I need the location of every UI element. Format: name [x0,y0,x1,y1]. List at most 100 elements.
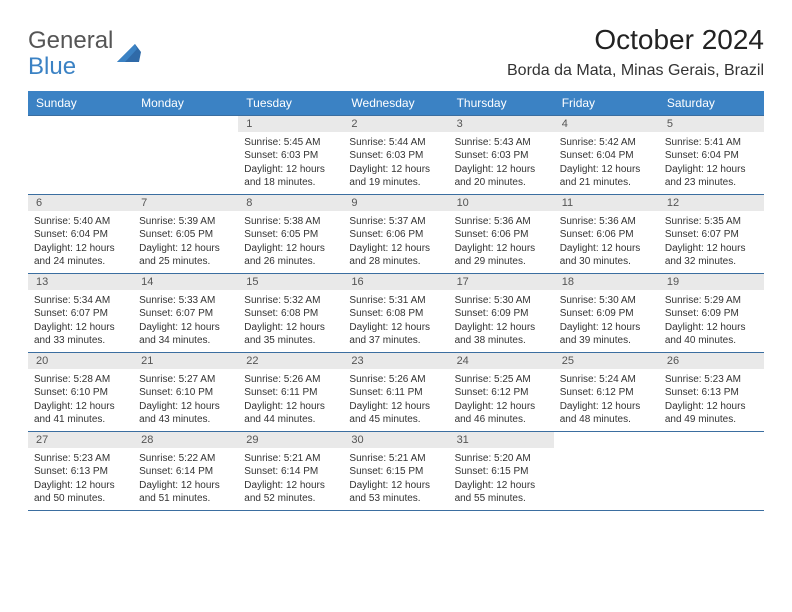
sunrise-text: Sunrise: 5:42 AM [560,136,653,150]
day-details: Sunrise: 5:34 AMSunset: 6:07 PMDaylight:… [28,292,133,352]
sunrise-text: Sunrise: 5:23 AM [665,373,758,387]
calendar-day: 21Sunrise: 5:27 AMSunset: 6:10 PMDayligh… [133,352,238,431]
day-details: Sunrise: 5:21 AMSunset: 6:14 PMDaylight:… [238,450,343,510]
sunrise-text: Sunrise: 5:25 AM [455,373,548,387]
calendar-day: 12Sunrise: 5:35 AMSunset: 6:07 PMDayligh… [659,194,764,273]
sunset-text: Sunset: 6:05 PM [244,228,337,242]
day-details: Sunrise: 5:33 AMSunset: 6:07 PMDaylight:… [133,292,238,352]
day-details: Sunrise: 5:21 AMSunset: 6:15 PMDaylight:… [343,450,448,510]
calendar-day: 3Sunrise: 5:43 AMSunset: 6:03 PMDaylight… [449,115,554,194]
day-number: 1 [238,116,343,132]
calendar-day: 4Sunrise: 5:42 AMSunset: 6:04 PMDaylight… [554,115,659,194]
sunrise-text: Sunrise: 5:31 AM [349,294,442,308]
day-details: Sunrise: 5:25 AMSunset: 6:12 PMDaylight:… [449,371,554,431]
daylight1-text: Daylight: 12 hours [244,479,337,493]
day-details: Sunrise: 5:20 AMSunset: 6:15 PMDaylight:… [449,450,554,510]
day-number: 18 [554,274,659,290]
calendar-day: 9Sunrise: 5:37 AMSunset: 6:06 PMDaylight… [343,194,448,273]
daylight1-text: Daylight: 12 hours [349,163,442,177]
sunrise-text: Sunrise: 5:36 AM [560,215,653,229]
day-details: Sunrise: 5:30 AMSunset: 6:09 PMDaylight:… [554,292,659,352]
sunrise-text: Sunrise: 5:27 AM [139,373,232,387]
daylight2-text: and 23 minutes. [665,176,758,190]
sunrise-text: Sunrise: 5:44 AM [349,136,442,150]
day-header: Wednesday [343,91,448,116]
daylight2-text: and 29 minutes. [455,255,548,269]
daylight2-text: and 50 minutes. [34,492,127,506]
calendar-day: 10Sunrise: 5:36 AMSunset: 6:06 PMDayligh… [449,194,554,273]
calendar-day: 29 Sunrise: 5:21 AMSunset: 6:14 PMDayligh… [238,431,343,510]
daylight1-text: Daylight: 12 hours [139,321,232,335]
daylight1-text: Daylight: 12 hours [34,242,127,256]
day-number: 29 [238,432,343,448]
calendar-day: 7Sunrise: 5:39 AMSunset: 6:05 PMDaylight… [133,194,238,273]
day-details: Sunrise: 5:36 AMSunset: 6:06 PMDaylight:… [449,213,554,273]
daylight1-text: Daylight: 12 hours [244,400,337,414]
daylight1-text: Daylight: 12 hours [665,400,758,414]
calendar-week: 13Sunrise: 5:34 AMSunset: 6:07 PMDayligh… [28,273,764,352]
daylight1-text: Daylight: 12 hours [560,400,653,414]
sunset-text: Sunset: 6:03 PM [455,149,548,163]
day-details: Sunrise: 5:40 AMSunset: 6:04 PMDaylight:… [28,213,133,273]
day-details: Sunrise: 5:23 AMSunset: 6:13 PMDaylight:… [659,371,764,431]
daylight2-text: and 34 minutes. [139,334,232,348]
daylight1-text: Daylight: 12 hours [560,242,653,256]
calendar-week: 1Sunrise: 5:45 AMSunset: 6:03 PMDaylight… [28,115,764,194]
calendar-day: 15 Sunrise: 5:32 AMSunset: 6:08 PMDayligh… [238,273,343,352]
sunrise-text: Sunrise: 5:38 AM [244,215,337,229]
sunset-text: Sunset: 6:04 PM [34,228,127,242]
sunset-text: Sunset: 6:03 PM [244,149,337,163]
location: Borda da Mata, Minas Gerais, Brazil [507,62,764,80]
daylight2-text: and 39 minutes. [560,334,653,348]
day-number: 14 [133,274,238,290]
calendar-day: 6Sunrise: 5:40 AMSunset: 6:04 PMDaylight… [28,194,133,273]
day-header: Tuesday [238,91,343,116]
day-header-row: Sunday Monday Tuesday Wednesday Thursday… [28,91,764,116]
sunset-text: Sunset: 6:08 PM [244,307,337,321]
daylight2-text: and 45 minutes. [349,413,442,427]
day-details: Sunrise: 5:22 AMSunset: 6:14 PMDaylight:… [133,450,238,510]
sunrise-text: Sunrise: 5:22 AM [139,452,232,466]
day-header: Friday [554,91,659,116]
sunset-text: Sunset: 6:11 PM [349,386,442,400]
sunset-text: Sunset: 6:10 PM [34,386,127,400]
day-header: Sunday [28,91,133,116]
calendar-day: 22Sunrise: 5:26 AMSunset: 6:11 PMDayligh… [238,352,343,431]
daylight2-text: and 35 minutes. [244,334,337,348]
sunset-text: Sunset: 6:15 PM [349,465,442,479]
sunrise-text: Sunrise: 5:33 AM [139,294,232,308]
daylight1-text: Daylight: 12 hours [34,479,127,493]
daylight2-text: and 25 minutes. [139,255,232,269]
daylight2-text: and 19 minutes. [349,176,442,190]
sunrise-text: Sunrise: 5:26 AM [244,373,337,387]
sunrise-text: Sunrise: 5:37 AM [349,215,442,229]
calendar-day: 30Sunrise: 5:21 AMSunset: 6:15 PMDayligh… [343,431,448,510]
day-number: 17 [449,274,554,290]
day-details: Sunrise: 5:32 AMSunset: 6:08 PMDaylight:… [238,292,343,352]
calendar-day: 25Sunrise: 5:24 AMSunset: 6:12 PMDayligh… [554,352,659,431]
daylight2-text: and 18 minutes. [244,176,337,190]
day-number: 27 [28,432,133,448]
day-details: Sunrise: 5:26 AMSunset: 6:11 PMDaylight:… [238,371,343,431]
daylight2-text: and 33 minutes. [34,334,127,348]
calendar-day: 19Sunrise: 5:29 AMSunset: 6:09 PMDayligh… [659,273,764,352]
sunset-text: Sunset: 6:09 PM [455,307,548,321]
calendar-day: 5Sunrise: 5:41 AMSunset: 6:04 PMDaylight… [659,115,764,194]
day-number: 8 [238,195,343,211]
daylight1-text: Daylight: 12 hours [349,400,442,414]
daylight1-text: Daylight: 12 hours [244,242,337,256]
sunrise-text: Sunrise: 5:40 AM [34,215,127,229]
logo-text: General Blue [28,28,113,81]
day-number: 2 [343,116,448,132]
daylight1-text: Daylight: 12 hours [560,163,653,177]
day-number: 15 [238,274,343,290]
daylight2-text: and 38 minutes. [455,334,548,348]
calendar-day: 17Sunrise: 5:30 AMSunset: 6:09 PMDayligh… [449,273,554,352]
daylight1-text: Daylight: 12 hours [455,400,548,414]
logo-line1: General [28,28,113,54]
calendar-body: 1Sunrise: 5:45 AMSunset: 6:03 PMDaylight… [28,115,764,510]
sunrise-text: Sunrise: 5:28 AM [34,373,127,387]
day-number: 12 [659,195,764,211]
sunrise-text: Sunrise: 5:26 AM [349,373,442,387]
daylight1-text: Daylight: 12 hours [455,242,548,256]
